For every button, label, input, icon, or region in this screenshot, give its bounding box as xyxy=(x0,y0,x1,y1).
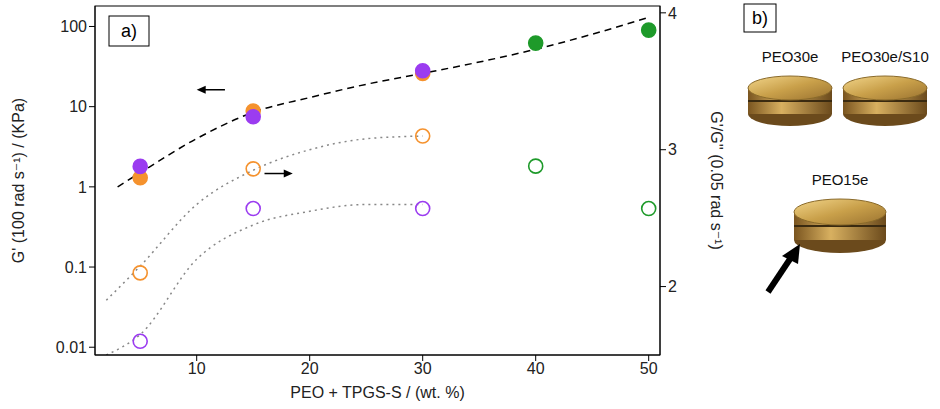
svg-text:PEO30e: PEO30e xyxy=(762,48,819,65)
svg-text:100: 100 xyxy=(60,18,87,35)
svg-text:10: 10 xyxy=(69,98,87,115)
svg-text:30: 30 xyxy=(414,360,432,377)
svg-text:PEO30e/S10: PEO30e/S10 xyxy=(841,48,929,65)
svg-text:10: 10 xyxy=(188,360,206,377)
svg-text:b): b) xyxy=(752,8,768,28)
svg-text:PEO + TPGS-S / (wt. %): PEO + TPGS-S / (wt. %) xyxy=(290,384,464,401)
svg-text:1: 1 xyxy=(78,179,87,196)
svg-text:G'/G'' (0.05 rad s⁻¹): G'/G'' (0.05 rad s⁻¹) xyxy=(708,111,725,250)
svg-text:20: 20 xyxy=(301,360,319,377)
svg-text:3: 3 xyxy=(668,141,677,158)
svg-text:0.1: 0.1 xyxy=(65,259,87,276)
svg-text:0.01: 0.01 xyxy=(56,339,87,356)
svg-text:G' (100 rad s⁻¹) / (KPa): G' (100 rad s⁻¹) / (KPa) xyxy=(10,98,27,263)
svg-text:2: 2 xyxy=(668,278,677,295)
svg-text:PEO15e: PEO15e xyxy=(812,171,869,188)
svg-text:40: 40 xyxy=(527,360,545,377)
svg-text:50: 50 xyxy=(640,360,658,377)
svg-text:4: 4 xyxy=(668,5,677,22)
svg-text:a): a) xyxy=(121,21,137,41)
